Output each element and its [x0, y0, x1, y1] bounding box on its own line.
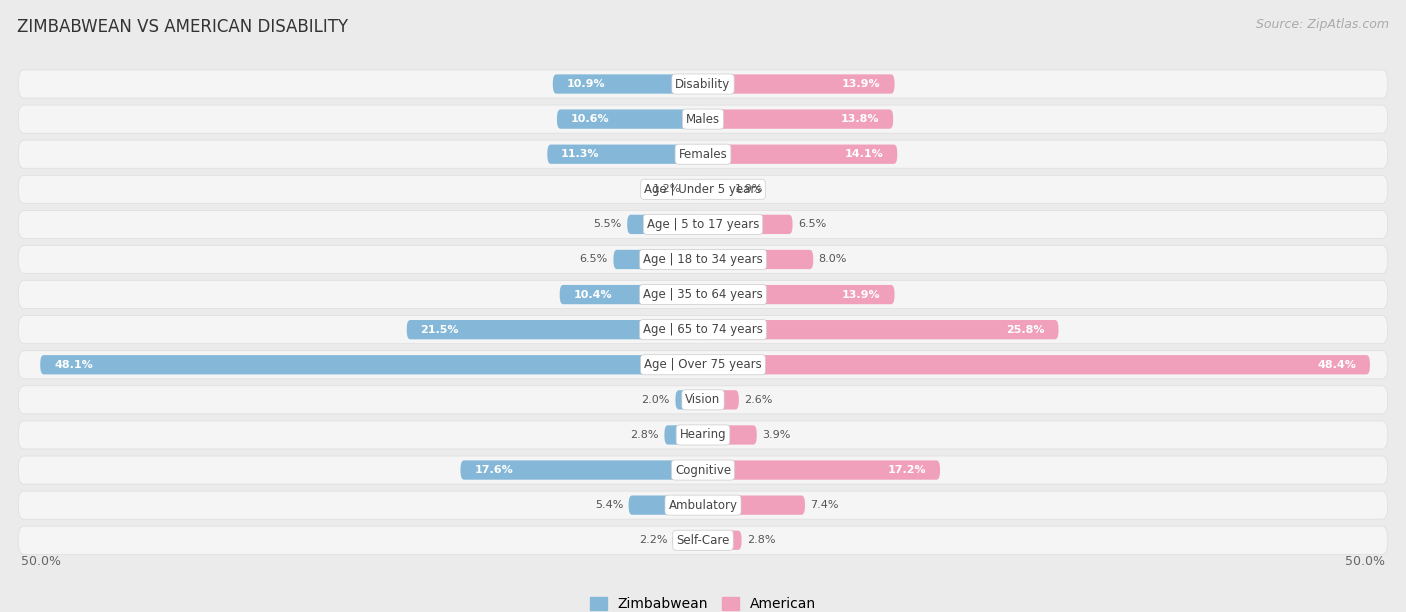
- Text: 2.8%: 2.8%: [630, 430, 659, 440]
- Text: 8.0%: 8.0%: [818, 255, 848, 264]
- FancyBboxPatch shape: [547, 144, 703, 164]
- Text: 48.4%: 48.4%: [1317, 360, 1357, 370]
- Text: Self-Care: Self-Care: [676, 534, 730, 547]
- FancyBboxPatch shape: [18, 491, 1388, 519]
- Text: 13.9%: 13.9%: [842, 289, 880, 299]
- Text: 2.2%: 2.2%: [638, 536, 668, 545]
- Text: 25.8%: 25.8%: [1007, 325, 1045, 335]
- Text: 50.0%: 50.0%: [21, 556, 60, 569]
- FancyBboxPatch shape: [703, 355, 1369, 375]
- Text: 1.9%: 1.9%: [735, 184, 763, 194]
- Text: ZIMBABWEAN VS AMERICAN DISABILITY: ZIMBABWEAN VS AMERICAN DISABILITY: [17, 18, 349, 36]
- Text: 2.6%: 2.6%: [744, 395, 773, 405]
- Text: Age | 35 to 64 years: Age | 35 to 64 years: [643, 288, 763, 301]
- Text: Cognitive: Cognitive: [675, 463, 731, 477]
- FancyBboxPatch shape: [703, 460, 941, 480]
- FancyBboxPatch shape: [675, 390, 703, 409]
- Text: 1.2%: 1.2%: [652, 184, 681, 194]
- Text: 2.0%: 2.0%: [641, 395, 669, 405]
- Legend: Zimbabwean, American: Zimbabwean, American: [591, 597, 815, 611]
- FancyBboxPatch shape: [18, 140, 1388, 168]
- Text: 13.8%: 13.8%: [841, 114, 879, 124]
- FancyBboxPatch shape: [18, 421, 1388, 449]
- Text: Age | Under 5 years: Age | Under 5 years: [644, 183, 762, 196]
- FancyBboxPatch shape: [703, 531, 741, 550]
- Text: 6.5%: 6.5%: [579, 255, 607, 264]
- FancyBboxPatch shape: [18, 245, 1388, 274]
- FancyBboxPatch shape: [461, 460, 703, 480]
- FancyBboxPatch shape: [613, 250, 703, 269]
- Text: 7.4%: 7.4%: [810, 500, 839, 510]
- FancyBboxPatch shape: [703, 425, 756, 444]
- Text: 48.1%: 48.1%: [53, 360, 93, 370]
- FancyBboxPatch shape: [18, 105, 1388, 133]
- FancyBboxPatch shape: [703, 180, 730, 199]
- FancyBboxPatch shape: [672, 531, 703, 550]
- Text: 17.6%: 17.6%: [474, 465, 513, 475]
- FancyBboxPatch shape: [18, 175, 1388, 203]
- Text: Age | 18 to 34 years: Age | 18 to 34 years: [643, 253, 763, 266]
- FancyBboxPatch shape: [18, 456, 1388, 484]
- Text: 10.9%: 10.9%: [567, 79, 605, 89]
- FancyBboxPatch shape: [703, 250, 813, 269]
- Text: 5.4%: 5.4%: [595, 500, 623, 510]
- Text: 3.9%: 3.9%: [762, 430, 790, 440]
- FancyBboxPatch shape: [686, 180, 703, 199]
- Text: Males: Males: [686, 113, 720, 125]
- Text: Age | Over 75 years: Age | Over 75 years: [644, 358, 762, 371]
- FancyBboxPatch shape: [41, 355, 703, 375]
- Text: 14.1%: 14.1%: [845, 149, 883, 159]
- FancyBboxPatch shape: [703, 144, 897, 164]
- FancyBboxPatch shape: [703, 285, 894, 304]
- FancyBboxPatch shape: [628, 496, 703, 515]
- FancyBboxPatch shape: [703, 496, 806, 515]
- FancyBboxPatch shape: [18, 316, 1388, 344]
- Text: Ambulatory: Ambulatory: [668, 499, 738, 512]
- FancyBboxPatch shape: [406, 320, 703, 339]
- Text: Disability: Disability: [675, 78, 731, 91]
- Text: 11.3%: 11.3%: [561, 149, 599, 159]
- Text: Hearing: Hearing: [679, 428, 727, 441]
- FancyBboxPatch shape: [627, 215, 703, 234]
- Text: 50.0%: 50.0%: [1346, 556, 1385, 569]
- FancyBboxPatch shape: [553, 75, 703, 94]
- FancyBboxPatch shape: [665, 425, 703, 444]
- Text: 17.2%: 17.2%: [887, 465, 927, 475]
- FancyBboxPatch shape: [18, 211, 1388, 239]
- FancyBboxPatch shape: [703, 110, 893, 129]
- FancyBboxPatch shape: [557, 110, 703, 129]
- Text: Source: ZipAtlas.com: Source: ZipAtlas.com: [1256, 18, 1389, 31]
- Text: Females: Females: [679, 147, 727, 161]
- FancyBboxPatch shape: [18, 280, 1388, 308]
- Text: Age | 5 to 17 years: Age | 5 to 17 years: [647, 218, 759, 231]
- Text: 13.9%: 13.9%: [842, 79, 880, 89]
- FancyBboxPatch shape: [18, 386, 1388, 414]
- Text: 2.8%: 2.8%: [747, 536, 776, 545]
- FancyBboxPatch shape: [18, 526, 1388, 554]
- FancyBboxPatch shape: [18, 351, 1388, 379]
- Text: 21.5%: 21.5%: [420, 325, 458, 335]
- Text: Vision: Vision: [685, 394, 721, 406]
- FancyBboxPatch shape: [18, 70, 1388, 98]
- Text: 10.6%: 10.6%: [571, 114, 609, 124]
- FancyBboxPatch shape: [703, 75, 894, 94]
- FancyBboxPatch shape: [560, 285, 703, 304]
- Text: 5.5%: 5.5%: [593, 219, 621, 230]
- Text: 10.4%: 10.4%: [574, 289, 612, 299]
- FancyBboxPatch shape: [703, 390, 738, 409]
- Text: Age | 65 to 74 years: Age | 65 to 74 years: [643, 323, 763, 336]
- Text: 6.5%: 6.5%: [799, 219, 827, 230]
- FancyBboxPatch shape: [703, 320, 1059, 339]
- FancyBboxPatch shape: [703, 215, 793, 234]
